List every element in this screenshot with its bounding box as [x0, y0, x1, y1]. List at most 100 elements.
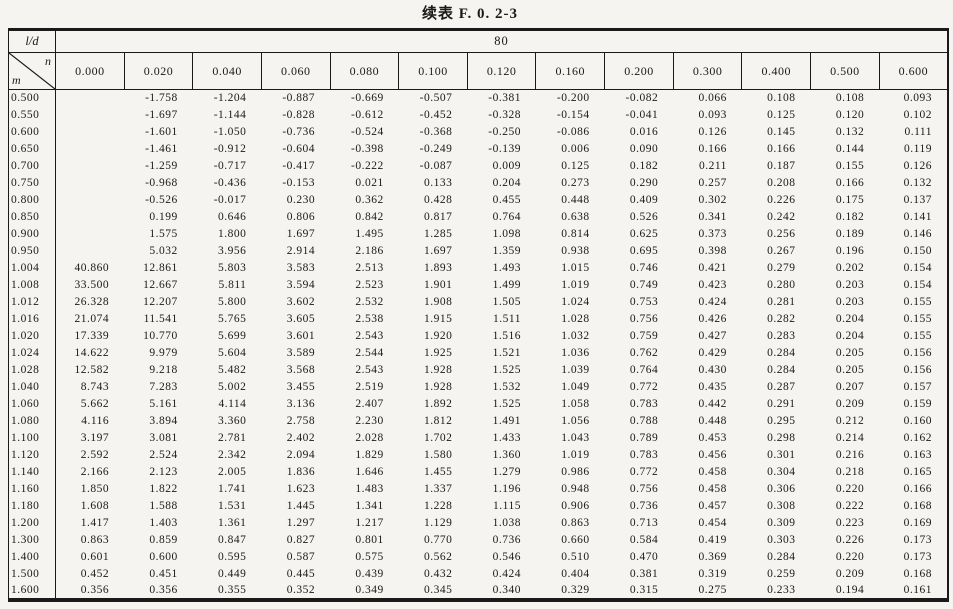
data-cell: 2.781 — [218, 432, 247, 444]
data-cell: 0.458 — [698, 483, 727, 495]
column-header-n: 0.100 — [398, 52, 468, 90]
data-cell: -0.250 — [488, 126, 521, 138]
data-cell: 1.525 — [492, 398, 521, 410]
data-cell: 17.339 — [74, 330, 110, 342]
data-cell — [56, 192, 125, 209]
data-cell: 0.806 — [286, 211, 316, 223]
data-cell: 0.284 — [767, 364, 796, 376]
data-cell: 21.074 — [74, 313, 110, 325]
row-label-m: 1.020 — [8, 327, 56, 345]
data-cell: 0.575 — [355, 551, 384, 563]
data-cell: 0.373 — [698, 228, 727, 240]
data-cell: 0.220 — [835, 551, 865, 563]
data-cell: 2.914 — [286, 245, 316, 257]
data-cell: 0.222 — [835, 500, 865, 512]
data-cell: -0.328 — [488, 109, 521, 121]
row-label-m: 1.120 — [8, 446, 56, 464]
data-cell: 0.162 — [903, 432, 932, 444]
data-cell: 0.510 — [561, 551, 590, 563]
data-cell: -0.968 — [145, 177, 178, 189]
data-cell: 1.532 — [492, 381, 521, 393]
data-cell: 1.623 — [286, 483, 316, 495]
data-cell: -1.259 — [145, 160, 178, 172]
data-cell: 1.455 — [423, 466, 453, 478]
row-label-m: 1.140 — [8, 463, 56, 481]
data-cell: 1.228 — [423, 500, 453, 512]
data-cell: 1.920 — [423, 330, 453, 342]
data-cell: 0.216 — [835, 449, 865, 461]
data-cell: 0.173 — [903, 551, 932, 563]
table-row: 0.950 5.032 3.956 2.914 2.186 1.697 1.359 0.938… — [8, 242, 949, 260]
data-cell: 0.451 — [149, 568, 178, 580]
data-cell: 0.145 — [767, 126, 796, 138]
row-label-m: 1.100 — [8, 429, 56, 447]
data-cell: 0.756 — [629, 483, 659, 495]
table-row: 1.012 26.328 12.207 5.800 3.602 2.532 1.908 1.5… — [8, 293, 949, 311]
data-cell: 0.842 — [355, 211, 384, 223]
data-cell: -1.758 — [145, 92, 178, 105]
data-cell: 5.482 — [218, 364, 247, 376]
data-cell: 1.433 — [492, 432, 521, 444]
data-cell: 3.360 — [218, 415, 247, 427]
data-cell: 0.814 — [561, 228, 590, 240]
data-cell: 0.287 — [767, 381, 796, 393]
table-row: 0.500 -1.758 -1.204 -0.887 -0.669 -0.507 -0.38… — [8, 89, 949, 107]
data-cell: 1.098 — [492, 228, 521, 240]
data-cell: 1.038 — [492, 517, 521, 529]
data-cell: 0.398 — [698, 245, 727, 257]
table-row: 1.028 12.582 9.218 5.482 3.568 2.543 1.928 1.52… — [8, 361, 949, 379]
data-cell: -0.526 — [145, 194, 178, 206]
column-header-n: 0.060 — [260, 52, 331, 90]
data-cell: 2.005 — [218, 466, 247, 478]
data-cell: 10.770 — [143, 330, 178, 342]
data-cell: 3.594 — [286, 279, 316, 291]
coefficient-table: l/d 80 n m 0.000 0.020 0.040 0.060 0.080 0.10… — [8, 28, 949, 602]
data-cell: 1.341 — [355, 500, 384, 512]
data-cell: 0.470 — [629, 551, 659, 563]
data-cell: 0.445 — [286, 568, 316, 580]
data-cell: 1.028 — [561, 313, 590, 325]
data-cell: 0.827 — [286, 534, 316, 546]
data-cell: 0.308 — [767, 500, 796, 512]
data-cell: 0.448 — [561, 194, 590, 206]
data-cell: 1.417 — [80, 517, 110, 529]
data-cell: 0.409 — [629, 194, 659, 206]
row-label-m: 1.040 — [8, 378, 56, 396]
data-cell: 1.196 — [492, 483, 521, 495]
data-cell: 3.081 — [149, 432, 178, 444]
table-row: 1.200 1.417 1.403 1.361 1.297 1.217 1.129 1.038… — [8, 514, 949, 532]
table-row: 0.850 0.199 0.646 0.806 0.842 0.817 0.764 0.638… — [8, 208, 949, 226]
data-cell: -0.669 — [350, 92, 384, 105]
data-cell: 0.141 — [903, 211, 932, 223]
data-cell: -1.461 — [145, 143, 178, 155]
data-cell: 0.770 — [423, 534, 453, 546]
data-cell: 1.505 — [492, 296, 521, 308]
data-cell: 0.601 — [80, 551, 110, 563]
data-cell: 0.165 — [903, 466, 932, 478]
data-cell: 0.863 — [80, 534, 110, 546]
data-cell: 0.315 — [629, 584, 659, 596]
row-label-m: 0.500 — [8, 89, 56, 107]
data-cell: 0.453 — [698, 432, 727, 444]
data-cell: 0.756 — [629, 313, 659, 325]
data-cell: 0.772 — [629, 381, 659, 393]
data-cell: 5.604 — [218, 347, 247, 359]
data-cell: 0.432 — [423, 568, 453, 580]
data-cell: 0.182 — [835, 211, 865, 223]
column-header-n: 0.120 — [466, 52, 536, 90]
data-cell: 1.032 — [561, 330, 590, 342]
data-cell: 0.660 — [561, 534, 590, 546]
header-row-columns: n m 0.000 0.020 0.040 0.060 0.080 0.100 0.120 0… — [8, 52, 948, 90]
data-cell: 0.749 — [629, 279, 659, 291]
data-cell: 0.302 — [698, 194, 727, 206]
data-cell: 1.043 — [561, 432, 590, 444]
data-cell — [56, 209, 125, 226]
column-header-n: 0.200 — [604, 52, 674, 90]
data-cell: 0.713 — [629, 517, 659, 529]
data-cell: 5.800 — [218, 296, 247, 308]
data-cell: 3.589 — [286, 347, 316, 359]
data-cell: 0.155 — [903, 296, 932, 308]
data-cell: 0.157 — [903, 381, 932, 393]
data-cell: -0.249 — [419, 143, 453, 155]
data-cell: 1.925 — [423, 347, 453, 359]
